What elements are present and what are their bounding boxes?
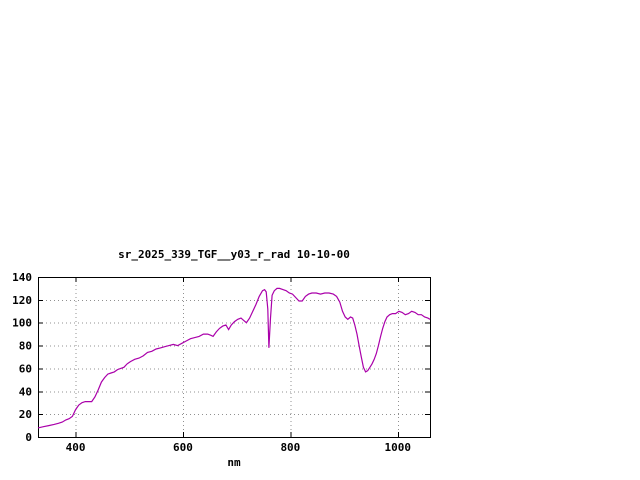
y-tick-label: 60 [19,362,32,375]
plot-frame [38,277,431,438]
x-tick-label: 1000 [385,441,412,454]
y-tick-label: 40 [19,385,32,398]
x-tick-label: 400 [66,441,86,454]
y-tick-label: 0 [25,431,32,444]
y-tick-label: 80 [19,340,32,353]
chart-title: sr_2025_339_TGF__y03_r_rad 10-10-00 [118,248,350,261]
y-tick-label: 140 [12,271,32,284]
spectrum-line [37,287,431,429]
x-tick-label: 800 [280,441,300,454]
y-tick-label: 120 [12,294,32,307]
x-axis-label: nm [227,456,241,469]
x-tick-label: 600 [173,441,193,454]
y-tick-label: 100 [12,317,32,330]
y-tick-label: 20 [19,408,32,421]
